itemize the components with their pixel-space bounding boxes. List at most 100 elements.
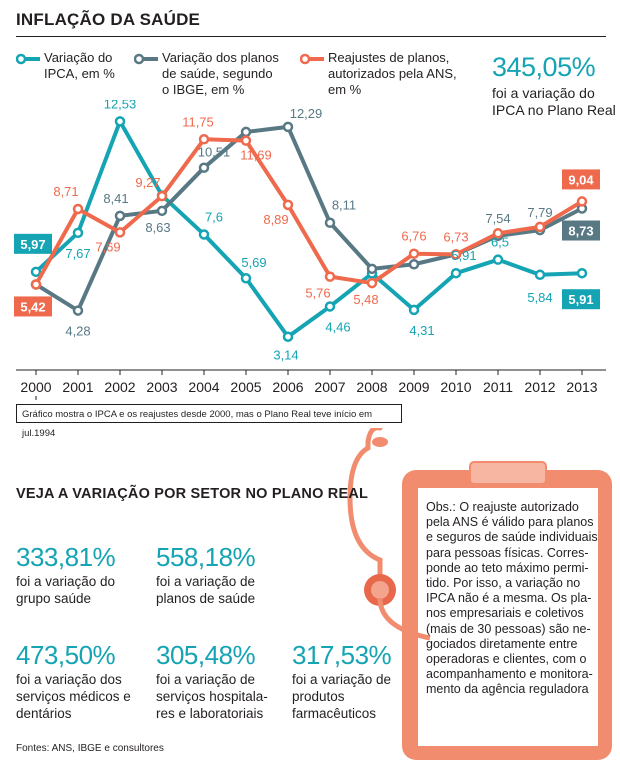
sector-title: VEJA A VARIAÇÃO POR SETOR NO PLANO REAL — [16, 486, 369, 502]
data-label-ipca: 12,53 — [104, 100, 137, 111]
callout-box-ipca — [562, 289, 600, 310]
data-label-ans: 11,75 — [182, 114, 214, 129]
legend-ipca: Variação do IPCA, em % — [44, 50, 115, 81]
data-label-ibge: 8,11 — [332, 198, 356, 213]
x-tick-label: 2004 — [188, 379, 219, 395]
title-rule — [16, 36, 606, 37]
data-point-ipca — [576, 267, 588, 279]
stat-servicos-medicos: 473,50% foi a variação dos serviços médi… — [16, 640, 131, 721]
data-point-ibge — [408, 259, 420, 270]
data-point-ans — [240, 135, 252, 146]
data-label-ibge: 4,28 — [65, 324, 90, 339]
x-tick-label: 2002 — [104, 379, 135, 395]
data-point-ibge — [198, 162, 210, 173]
legend-ibge-icon — [134, 53, 158, 65]
data-label-ipca: 7,67 — [65, 246, 90, 261]
data-point-ipca — [450, 267, 462, 279]
data-point-ibge — [72, 305, 84, 316]
data-label-ibge: 7,54 — [485, 211, 510, 226]
data-point-ibge — [282, 121, 294, 133]
stat-produtos-farmaceuticos: 317,53% foi a variação de produtos farma… — [292, 640, 392, 721]
data-label-ibge: 8,41 — [103, 191, 128, 206]
data-point-ipca — [408, 304, 420, 316]
data-label-ipca: 4,46 — [325, 319, 350, 334]
data-label-ans: 9,27 — [135, 175, 160, 190]
data-label-ans: 5,48 — [353, 292, 378, 307]
legend-ans-icon — [300, 53, 324, 65]
data-label-ans: 7,69 — [95, 239, 120, 254]
data-point-ibge — [156, 205, 168, 217]
sources: Fontes: ANS, IBGE e consultores — [16, 743, 164, 754]
series-line-ans — [34, 137, 584, 286]
data-label-ipca: 3,14 — [273, 348, 298, 363]
data-point-ibge — [324, 217, 336, 228]
data-label-ipca: 4,31 — [409, 323, 434, 338]
data-point-ans — [198, 134, 210, 145]
x-tick-label: 2011 — [483, 379, 513, 395]
data-point-ans — [450, 249, 462, 260]
x-tick-label: 2008 — [356, 379, 387, 395]
line-chart: 2000 2001 2002 2003 2004 2005 2006 2007 2008 2009… — [14, 100, 606, 400]
page-title: INFLAÇÃO DA SAÚDE — [16, 10, 201, 29]
callout-box-ans — [14, 296, 52, 317]
data-point-ipca — [114, 116, 126, 127]
data-point-ans — [408, 248, 420, 259]
data-point-ans — [282, 199, 294, 211]
data-point-ipca — [324, 301, 336, 312]
data-label-ibge: 7,79 — [527, 205, 552, 220]
data-point-ans — [72, 203, 84, 215]
data-point-ibge — [366, 263, 378, 275]
data-label-ans: 8,89 — [263, 212, 288, 227]
data-label-ipca: 5,84 — [527, 290, 552, 305]
stat-grupo-saude: 333,81% foi a variação do grupo saúde — [16, 542, 116, 606]
data-label-ipca: 5,91 — [451, 248, 476, 263]
legend-ibge: Variação dos planos de saúde, segundo o IB… — [162, 50, 279, 97]
data-point-ipca — [282, 331, 294, 342]
data-label-ipca: 6,5 — [491, 235, 509, 250]
data-label-ans: 6,76 — [401, 229, 426, 244]
data-point-ans — [366, 277, 378, 289]
data-point-ans — [114, 227, 126, 238]
data-point-ans — [534, 221, 546, 233]
x-tick-label: 2000 — [20, 379, 51, 395]
data-label-ibge: 12,29 — [290, 106, 323, 121]
clipboard-stethoscope-illustration — [347, 428, 612, 760]
series-line-ipca — [34, 119, 583, 339]
data-label-ipca: 7,6 — [205, 209, 223, 224]
data-point-ibge — [240, 126, 252, 138]
data-point-ans — [576, 196, 588, 207]
highlight-text: foi a variação do IPCA no Plano Real — [492, 85, 616, 118]
x-tick-label: 2006 — [272, 379, 303, 395]
highlight-value: 345,05% — [492, 52, 596, 82]
data-point-ipca — [198, 229, 210, 240]
data-point-ipca — [534, 269, 546, 281]
x-tick-label: 2009 — [398, 379, 429, 395]
x-tick-label: 2001 — [62, 379, 93, 395]
data-label-ans: 11,69 — [240, 148, 272, 163]
stat-planos-saude: 558,18% foi a variação de planos de saúd… — [156, 542, 256, 606]
data-point-ans — [492, 228, 504, 239]
data-label-ipca: 5,91 — [568, 292, 593, 307]
callout-box-ibge — [562, 220, 600, 241]
x-tick-label: 2013 — [566, 379, 597, 395]
data-point-ipca — [492, 254, 504, 265]
data-label-ans: 9,04 — [568, 172, 594, 187]
callout-box-ans — [562, 169, 600, 190]
data-label-ibge: 8,73 — [568, 224, 593, 239]
data-label-ibge: 8,63 — [145, 220, 170, 235]
legend-ans: Reajustes de planos, autorizados pela ANS… — [328, 50, 457, 97]
data-label-ans: 5,76 — [305, 286, 330, 301]
chart-caption: Gráfico mostra o IPCA e os reajustes des… — [16, 404, 402, 439]
data-point-ipca — [240, 272, 252, 284]
stat-servicos-hospitalares: 305,48% foi a variação de serviços hospi… — [156, 640, 268, 721]
x-tick-label: 2007 — [314, 379, 345, 395]
data-point-ipca — [72, 227, 84, 239]
data-point-ipca — [30, 266, 42, 278]
x-tick-label: 2005 — [230, 379, 261, 395]
data-label-ans: 5,42 — [20, 299, 45, 314]
data-label-ans: 8,71 — [53, 184, 78, 199]
series-ans — [30, 134, 588, 290]
callout-box-ipca — [14, 233, 52, 254]
x-tick-label: 2003 — [146, 379, 177, 395]
data-point-ans — [156, 190, 168, 202]
